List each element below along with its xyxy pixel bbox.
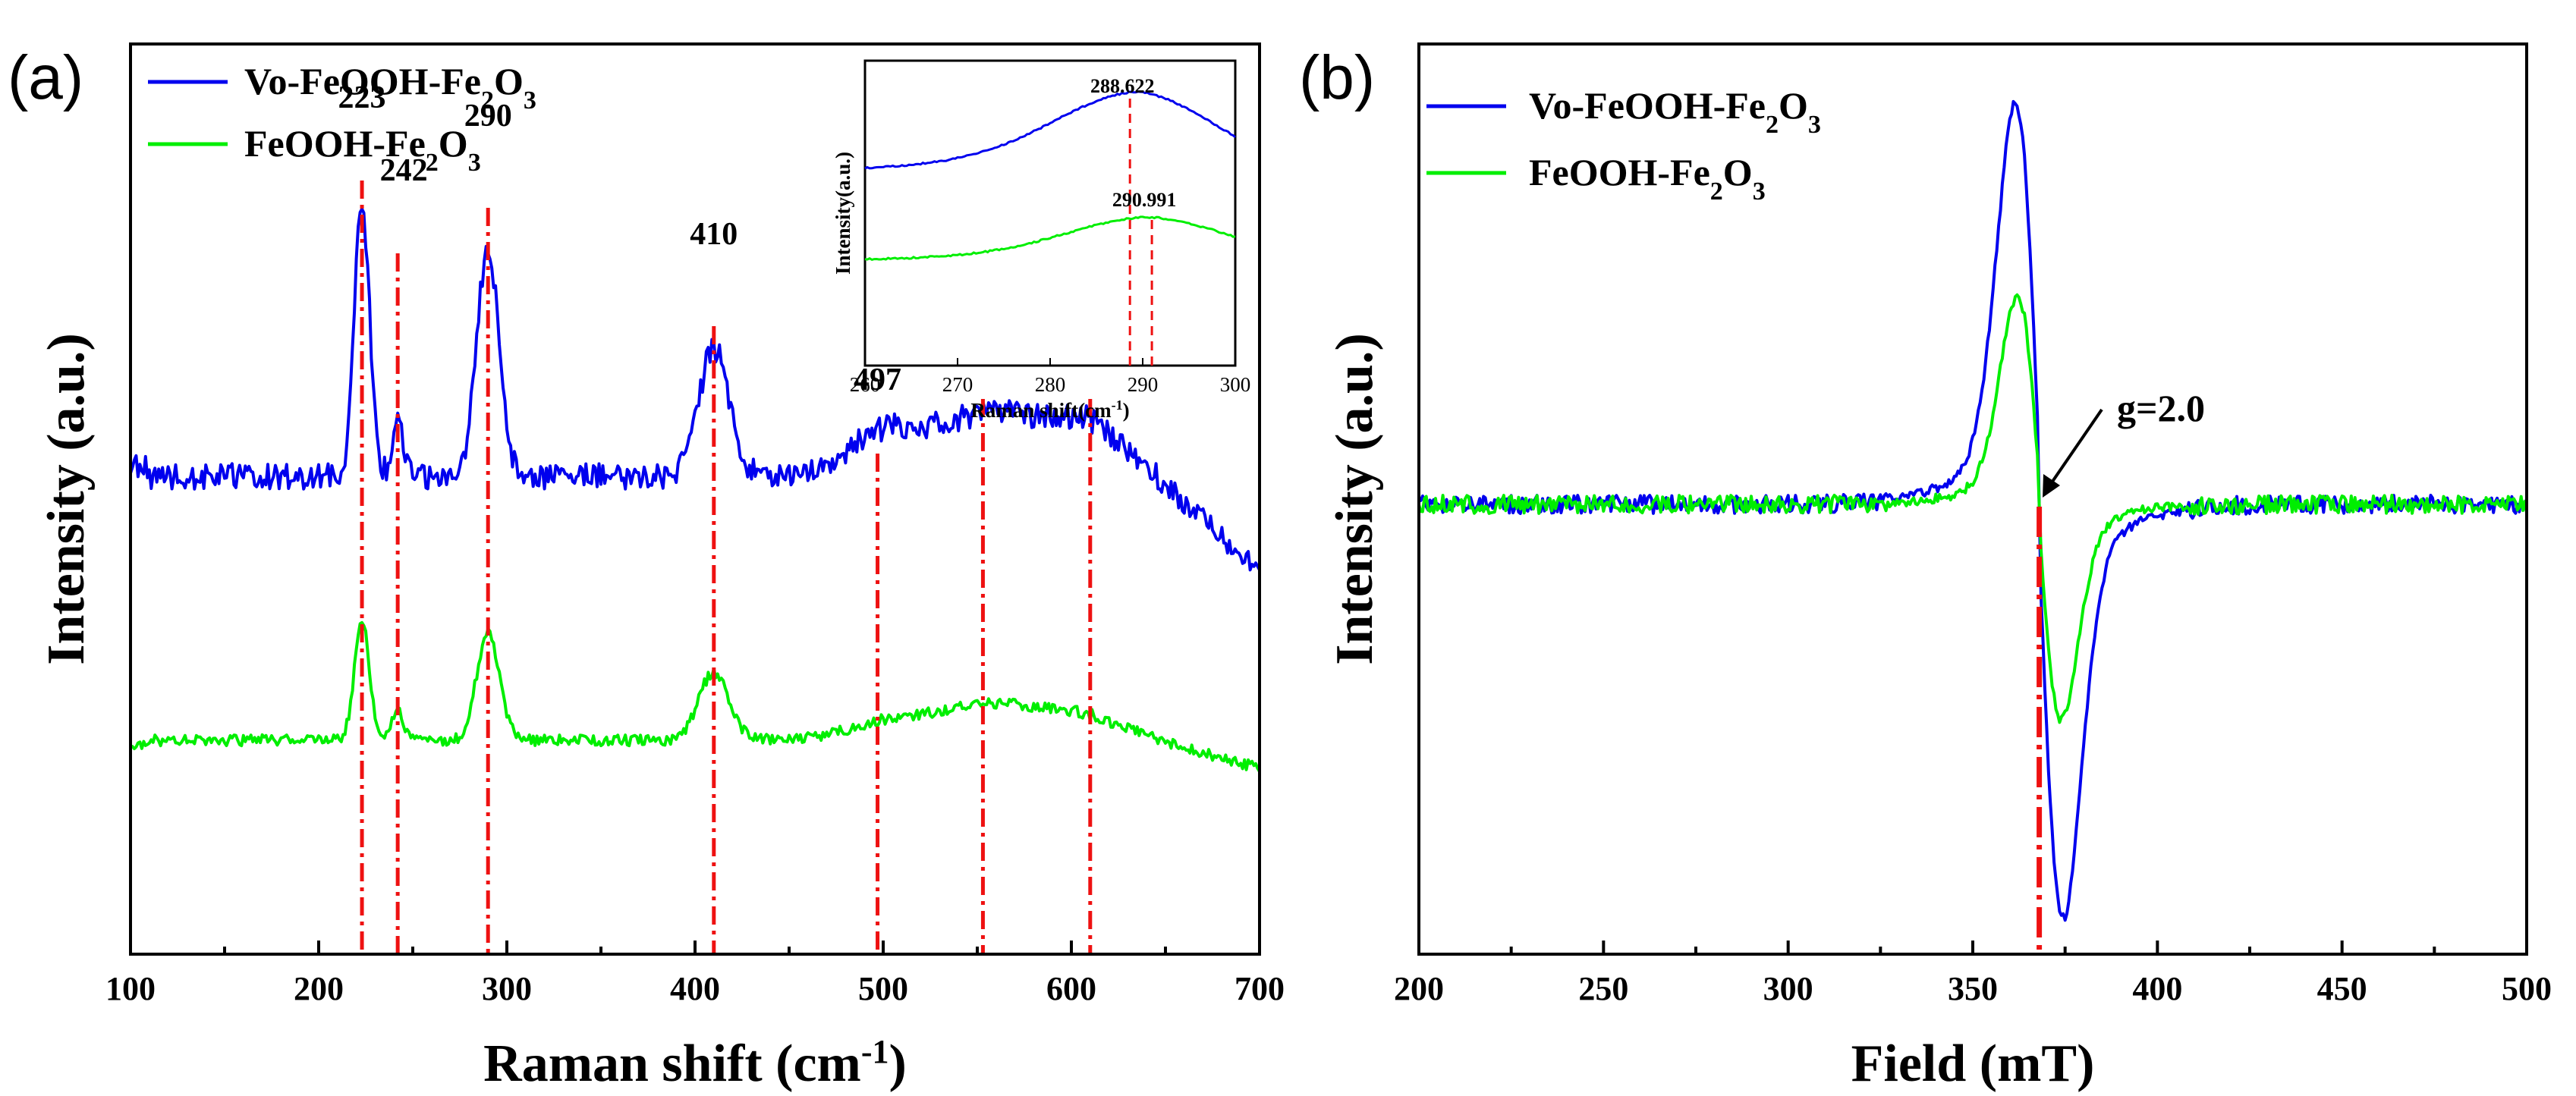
g-value-label: g=2.0: [2117, 387, 2205, 429]
peak-label-223: 223: [338, 80, 386, 115]
epr-line-vo-feooh-fe2o3: [1418, 99, 2528, 922]
legend-label-feooh-fe2o3: FeOOH-Fe2O3: [244, 122, 481, 177]
x-tick-label-450: 450: [2317, 970, 2367, 1007]
legend-label-b-vo-feooh-fe2o3: Vo-FeOOH-Fe2O3: [1529, 84, 1821, 139]
panel-label-b: (b): [1299, 43, 1375, 112]
legend-label-b-feooh-fe2o3: FeOOH-Fe2O3: [1529, 151, 1766, 206]
peak-label-242: 242: [380, 153, 428, 188]
x-tick-label-600: 600: [1046, 970, 1096, 1007]
x-axis-title-a: Raman shift (cm-1): [483, 1033, 907, 1094]
x-tick-label-350: 350: [1948, 970, 1998, 1007]
x-tick-label-500: 500: [858, 970, 908, 1007]
inset-x-tick-label-290: 290: [1128, 373, 1159, 396]
x-tick-label-300: 300: [1763, 970, 1813, 1007]
peak-label-410: 410: [690, 217, 738, 252]
panel-a: 2232422904104975536101002003004005006007…: [8, 42, 1285, 1094]
y-axis-title-a: Intensity (a.u.): [37, 333, 96, 665]
x-tick-label-250: 250: [1578, 970, 1628, 1007]
x-tick-label-100: 100: [105, 970, 156, 1007]
x-axis-title-b: Field (mT): [1851, 1035, 2095, 1093]
y-axis-title-b: Intensity (a.u.): [1326, 333, 1384, 665]
inset-x-tick-label-300: 300: [1220, 373, 1251, 396]
panel-b: g=2.0 200 250 300 350 400 450 500 Field (mT) Inte…: [1299, 42, 2552, 1093]
inset: 288.622 290.991 260 270 280 290 300 Raman shift…: [832, 59, 1251, 422]
inset-frame: [863, 59, 1237, 367]
x-tick-label-500: 500: [2502, 970, 2552, 1007]
x-tick-label-400: 400: [670, 970, 720, 1007]
inset-line-feooh-fe2o3: [864, 215, 1236, 262]
epr-line-feooh-fe2o3: [1417, 293, 2528, 724]
inset-x-tick-label-280: 280: [1035, 373, 1066, 396]
legend-label-vo-feooh-fe2o3: Vo-FeOOH-Fe2O3: [244, 60, 536, 115]
inset-annotation-0: 288.622: [1090, 75, 1155, 97]
peak-label-497: 497: [854, 363, 901, 397]
x-tick-label-200: 200: [294, 970, 344, 1007]
inset-x-axis-title: Raman shift(cm-1): [970, 397, 1129, 422]
x-tick-label-200: 200: [1394, 970, 1444, 1007]
x-tick-label-700: 700: [1235, 970, 1285, 1007]
series-line-vo-feooh-fe2o3: [129, 207, 1261, 572]
inset-x-tick-label-260: 260: [850, 373, 881, 396]
series-line-feooh-fe2o3: [130, 620, 1261, 773]
x-tick-label-300: 300: [482, 970, 532, 1007]
g-value-arrowhead: [2043, 474, 2060, 498]
inset-line-vo-feooh-fe2o3: [864, 90, 1236, 170]
panel-label-a: (a): [8, 43, 83, 112]
inset-x-tick-label-270: 270: [942, 373, 973, 396]
inset-annotation-1: 290.991: [1112, 189, 1177, 211]
inset-y-axis-title: Intensity(a.u.): [832, 152, 854, 275]
x-tick-label-400: 400: [2132, 970, 2182, 1007]
g-value-arrow: [2046, 408, 2103, 491]
peak-label-290: 290: [464, 99, 512, 133]
